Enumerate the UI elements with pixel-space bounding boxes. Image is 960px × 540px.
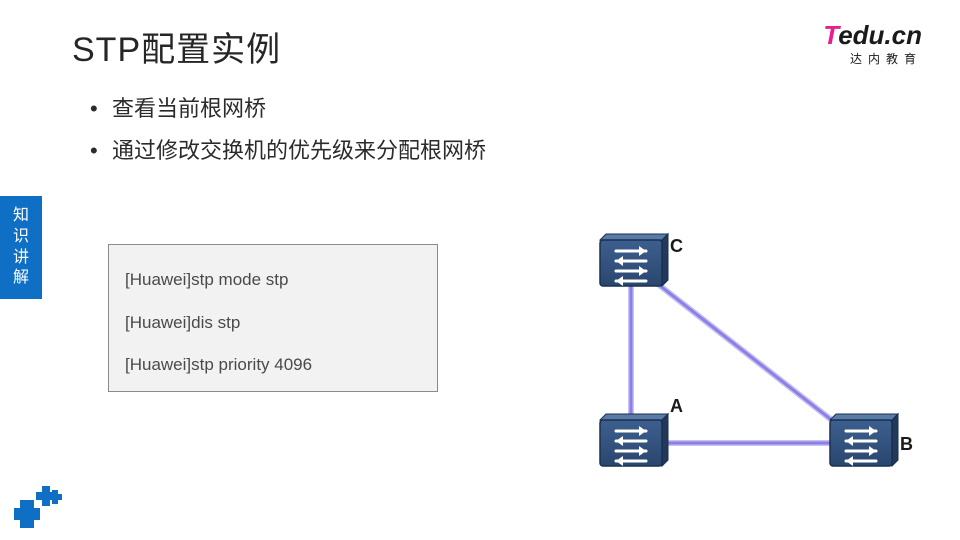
bullet-item: 通过修改交换机的优先级来分配根网桥 xyxy=(90,130,486,172)
logo-text: Tedu.cn xyxy=(823,22,922,48)
corner-decoration xyxy=(14,486,68,528)
bullet-list: 查看当前根网桥 通过修改交换机的优先级来分配根网桥 xyxy=(90,88,486,172)
logo-subtitle: 达内教育 xyxy=(823,50,922,67)
network-svg: C A B xyxy=(500,200,920,500)
page-title: STP配置实例 xyxy=(72,22,281,71)
svg-text:A: A xyxy=(670,396,683,416)
svg-text:B: B xyxy=(900,434,913,454)
svg-text:C: C xyxy=(670,236,683,256)
slide: STP配置实例 Tedu.cn 达内教育 查看当前根网桥 通过修改交换机的优先级… xyxy=(0,0,960,540)
side-tab: 知 识 讲 解 xyxy=(0,196,42,299)
code-line: [Huawei]dis stp xyxy=(125,302,421,345)
code-line: [Huawei]stp priority 4096 xyxy=(125,344,421,387)
code-line: [Huawei]stp mode stp xyxy=(125,259,421,302)
brand-logo: Tedu.cn 达内教育 xyxy=(823,22,922,67)
bullet-item: 查看当前根网桥 xyxy=(90,88,486,130)
network-diagram: C A B xyxy=(500,200,920,500)
code-block: [Huawei]stp mode stp [Huawei]dis stp [Hu… xyxy=(108,244,438,392)
